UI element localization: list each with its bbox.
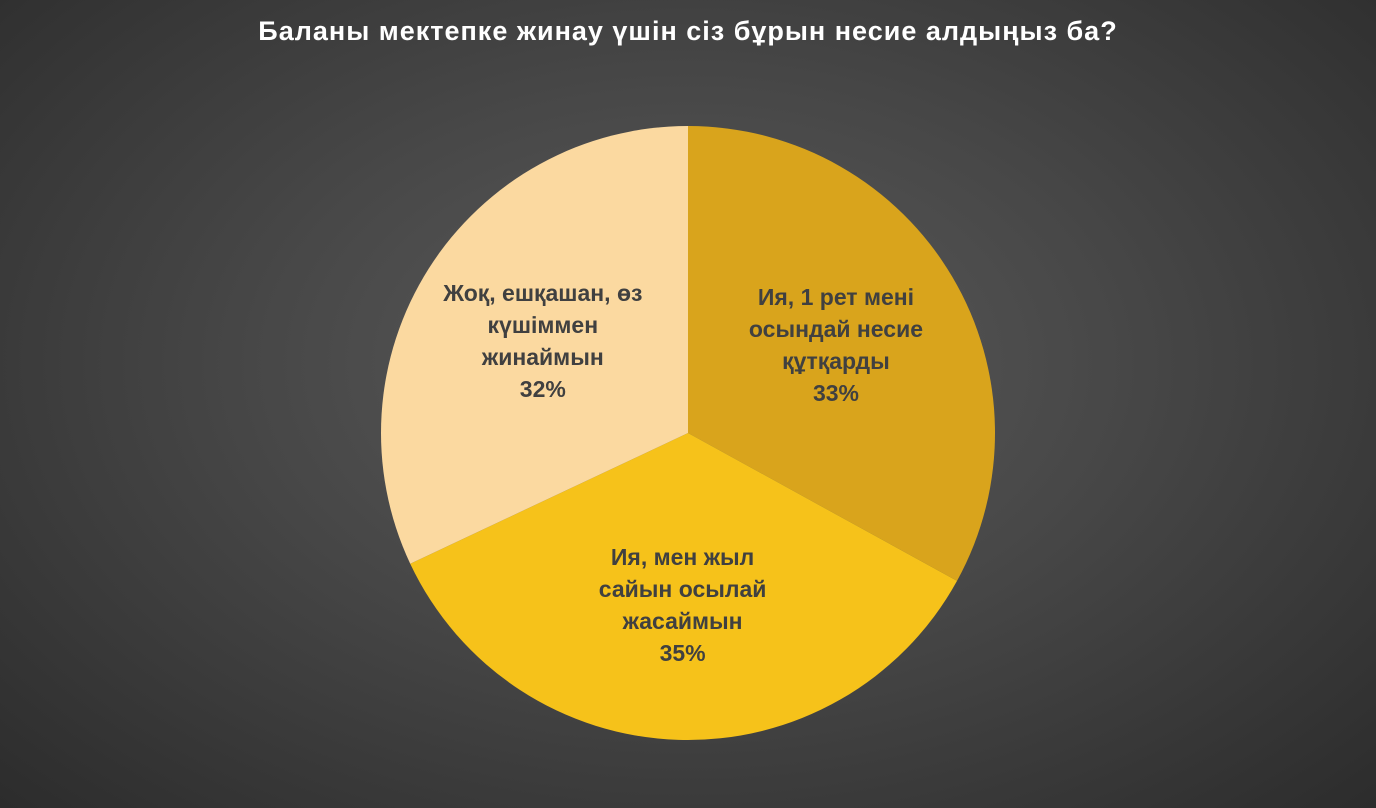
value-label: 32% <box>519 375 566 402</box>
pie-slice <box>688 126 995 581</box>
slice-label: Жоқ, ешқашан, өз күшіммен жинаймын 32% <box>433 277 653 405</box>
category-label: Ия, мен жыл сайын осылай жасаймын <box>598 543 767 634</box>
chart-title: Баланы мектепке жинау үшін сіз бұрын нес… <box>258 16 1118 46</box>
category-label: Жоқ, ешқашан, өз күшіммен жинаймын <box>443 279 643 370</box>
slice-label: Ия, 1 рет мені осындай несие құтқарды 33% <box>726 281 946 409</box>
pie-slice <box>381 126 688 564</box>
value-label: 35% <box>659 639 706 666</box>
pie-slice <box>410 433 958 740</box>
slice-label: Ия, мен жыл сайын осылай жасаймын 35% <box>573 541 793 669</box>
category-label: Ия, 1 рет мені осындай несие құтқарды <box>748 284 924 375</box>
value-label: 33% <box>812 380 859 407</box>
